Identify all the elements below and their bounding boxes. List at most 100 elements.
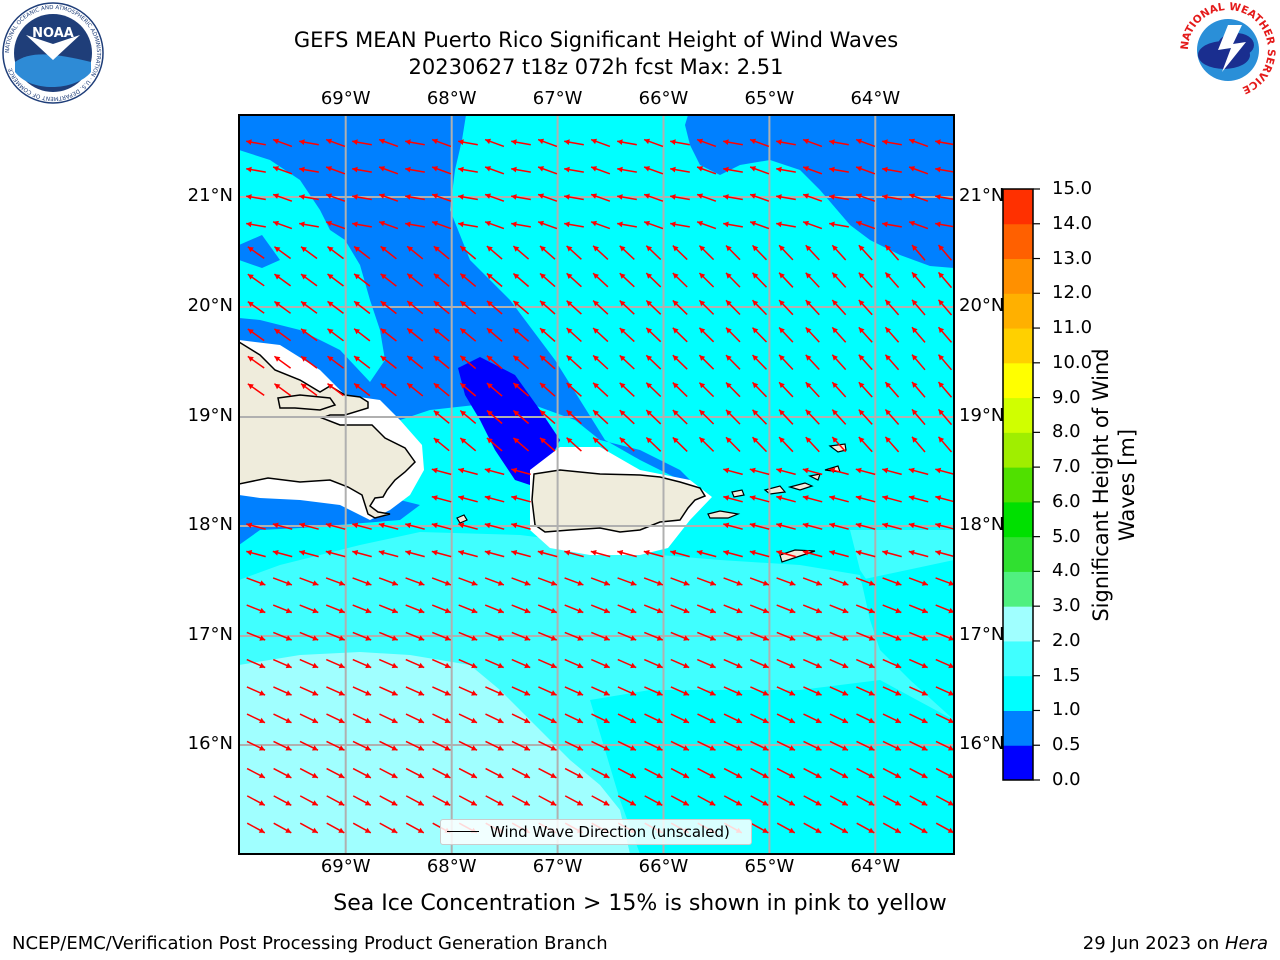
wind-wave-arrow <box>325 577 346 586</box>
wind-wave-arrow <box>433 245 450 260</box>
wind-wave-arrow <box>909 713 928 724</box>
wind-wave-arrow <box>246 577 266 586</box>
wind-wave-arrow <box>511 686 531 696</box>
colorbar-tick-label: 0.5 <box>1052 734 1081 756</box>
wind-wave-arrow <box>617 577 637 586</box>
wind-wave-arrow <box>246 221 266 228</box>
wind-wave-arrow <box>566 272 582 288</box>
wind-wave-arrow <box>592 327 609 343</box>
wind-wave-arrow <box>273 686 292 696</box>
wind-wave-arrow <box>353 355 371 369</box>
wind-wave-arrow <box>246 713 266 724</box>
wind-wave-arrow <box>937 326 953 343</box>
wind-wave-arrow <box>379 658 398 669</box>
wind-wave-arrow <box>458 194 478 201</box>
wind-wave-arrow <box>405 604 425 614</box>
wind-wave-arrow <box>405 767 425 779</box>
wind-wave-arrow <box>353 300 371 315</box>
wind-wave-arrow <box>511 795 531 806</box>
wind-wave-arrow <box>831 354 847 371</box>
wind-wave-arrow <box>670 713 690 724</box>
wave-band-1.0-1.5-se <box>590 680 954 854</box>
wind-wave-arrow <box>644 658 663 669</box>
wind-wave-arrow <box>485 658 504 669</box>
footer-credit: NCEP/EMC/Verification Post Processing Pr… <box>12 933 608 954</box>
wind-wave-arrow <box>300 328 318 342</box>
wind-wave-arrow <box>325 193 346 202</box>
wind-wave-arrow <box>856 795 875 806</box>
wind-wave-arrow <box>829 550 849 558</box>
wind-wave-arrow <box>858 272 873 288</box>
wind-wave-arrow <box>564 740 584 751</box>
wind-wave-arrow <box>911 436 926 453</box>
wind-wave-arrow <box>882 658 902 669</box>
wind-wave-arrow <box>672 409 688 425</box>
wind-wave-arrow <box>406 273 424 287</box>
wind-wave-arrow <box>619 327 635 343</box>
wind-wave-arrow <box>856 658 875 669</box>
colorbar-segment <box>1003 536 1033 572</box>
wind-wave-arrow <box>802 166 823 175</box>
wind-wave-arrow <box>300 246 318 260</box>
wind-wave-arrow <box>855 138 876 148</box>
wind-wave-arrow <box>539 300 556 315</box>
wind-wave-arrow <box>672 436 688 452</box>
wind-wave-arrow <box>459 327 477 342</box>
wind-wave-arrow <box>935 139 954 146</box>
wind-wave-arrow <box>353 328 371 342</box>
wind-wave-arrow <box>485 767 504 779</box>
wind-wave-arrow <box>247 328 265 342</box>
wind-wave-arrow <box>619 300 635 315</box>
wind-wave-arrow <box>458 522 478 530</box>
wind-wave-arrow <box>805 272 820 288</box>
colorbar-segment <box>1003 223 1033 260</box>
wind-wave-arrow <box>431 577 452 586</box>
wind-wave-arrow <box>698 354 715 370</box>
wind-wave-arrow <box>749 550 770 558</box>
wind-wave-arrow <box>246 767 266 779</box>
wind-wave-arrow <box>272 138 293 148</box>
wind-wave-arrow <box>378 220 399 230</box>
wind-wave-arrow <box>272 550 293 558</box>
wind-wave-arrow <box>352 740 372 751</box>
wind-wave-arrow <box>591 713 610 724</box>
footer-date: 29 Jun 2023 on Hera <box>1083 933 1268 955</box>
wind-wave-arrow <box>723 495 743 503</box>
wind-wave-arrow <box>750 822 769 834</box>
wind-wave-arrow <box>247 300 265 314</box>
wind-wave-arrow <box>776 467 796 476</box>
wind-wave-arrow <box>564 194 584 201</box>
wind-wave-arrow <box>405 577 425 586</box>
wind-wave-arrow <box>882 221 902 228</box>
wind-wave-arrow <box>590 193 611 202</box>
wind-wave-arrow <box>670 550 690 558</box>
wind-wave-arrow <box>829 522 849 530</box>
wind-wave-arrow <box>378 166 399 175</box>
legend-line-sample <box>447 831 479 832</box>
wind-wave-arrow <box>697 686 716 696</box>
wind-wave-arrow <box>855 220 876 230</box>
wind-wave-arrow <box>619 354 635 370</box>
wind-wave-arrow <box>882 686 902 696</box>
puerto-rico-land <box>531 469 707 533</box>
wind-wave-arrow <box>672 327 688 343</box>
wind-wave-arrow <box>831 409 847 425</box>
wind-wave-arrow <box>378 138 399 148</box>
wind-wave-arrow <box>458 767 478 779</box>
wind-wave-arrow <box>882 604 902 614</box>
wind-wave-arrow <box>592 409 609 425</box>
wind-wave-arrow <box>723 194 743 201</box>
latitude-label: 21°N <box>187 185 233 206</box>
longitude-label: 66°W <box>638 88 689 109</box>
wind-wave-arrow <box>935 467 954 475</box>
wind-wave-arrow <box>273 822 292 834</box>
wind-wave-arrow <box>670 767 690 779</box>
wind-wave-arrow <box>458 631 478 641</box>
wind-wave-arrow <box>937 354 953 371</box>
wind-wave-arrow <box>935 767 954 779</box>
wind-wave-arrow <box>327 300 344 314</box>
colorbar-segment <box>1003 258 1033 294</box>
wind-wave-arrow <box>617 767 637 779</box>
wind-wave-arrow <box>431 522 452 530</box>
